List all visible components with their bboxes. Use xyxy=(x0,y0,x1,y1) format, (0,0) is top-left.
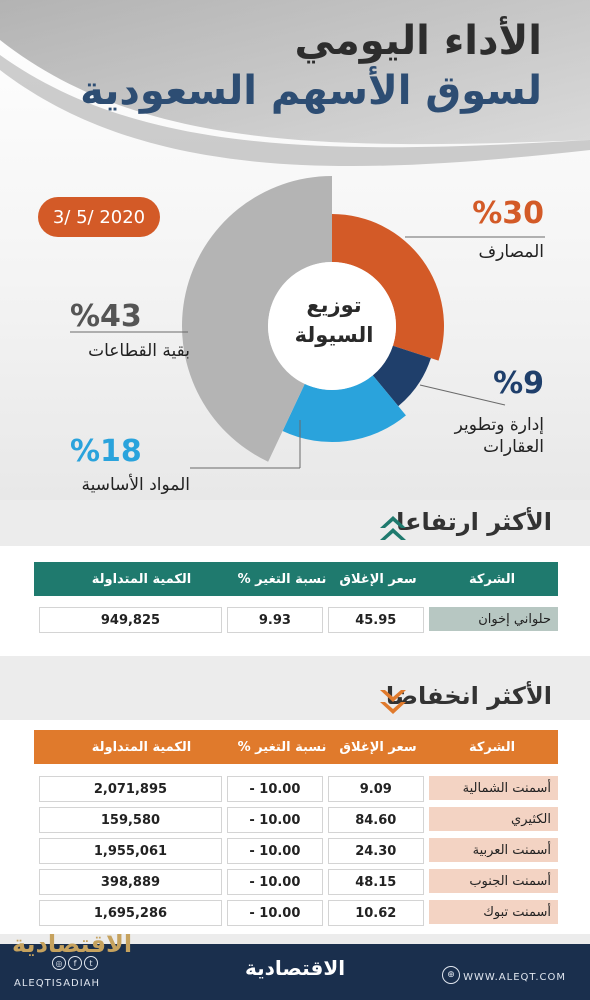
col-volume: الكمية المتداولة xyxy=(91,739,192,755)
cell-change-pct: - 10.00 xyxy=(226,776,323,802)
cell-volume: 2,071,895 xyxy=(39,776,222,802)
cell-change-pct: 9.93 xyxy=(226,607,323,633)
donut-title: توزيع السيولة xyxy=(274,290,394,350)
table-row: الكثيري 84.60- 10.00 159,580 xyxy=(34,807,558,833)
cell-volume: 1,695,286 xyxy=(39,900,222,926)
slice-value-banks: %30 xyxy=(472,196,544,231)
facebook-icon[interactable]: f xyxy=(68,956,82,970)
slice-label-realestate-line2: العقارات xyxy=(483,437,544,457)
slice-label-realestate: إدارة وتطوير العقارات xyxy=(455,414,544,458)
table-row: أسمنت تبوك 10.62- 10.00 1,695,286 xyxy=(34,900,558,926)
slice-value-materials: %18 xyxy=(70,434,142,469)
cell-close-price: 24.30 xyxy=(327,838,424,864)
col-change: نسبة التغير % xyxy=(237,571,327,587)
donut-title-line1: توزيع xyxy=(306,293,362,317)
donut-slice-realestate xyxy=(372,345,431,407)
table-row: أسمنت الجنوب 48.15- 10.00 398,889 xyxy=(34,869,558,895)
double-chevron-down-icon xyxy=(380,690,406,714)
donut-slice-others xyxy=(181,176,332,462)
col-company: الشركة xyxy=(468,571,516,587)
globe-icon: ⊕ xyxy=(442,966,460,984)
header-swoosh xyxy=(0,0,590,167)
cell-company: الكثيري xyxy=(428,807,558,831)
table-row: أسمنت العربية 24.30- 10.00 1,955,061 xyxy=(34,838,558,864)
col-company: الشركة xyxy=(468,739,516,755)
losers-table-header: الشركة سعر الإغلاق نسبة التغير % الكمية … xyxy=(34,730,558,764)
date-badge: 3/ 5/ 2020 xyxy=(38,197,160,237)
donut-slice-materials xyxy=(282,375,406,442)
losers-title: الأكثر انخفاضا xyxy=(385,682,552,710)
double-chevron-up-icon xyxy=(380,516,406,540)
cell-change-pct: - 10.00 xyxy=(226,900,323,926)
cell-company: حلواني إخوان xyxy=(428,607,558,631)
watermark-logo: الاقتصادية xyxy=(12,930,133,958)
col-close: سعر الإغلاق xyxy=(339,571,417,587)
leader-line-realestate xyxy=(419,384,506,406)
donut-slice-banks xyxy=(332,214,444,361)
website-link[interactable]: WWW.ALEQT.COM xyxy=(463,972,566,983)
instagram-icon[interactable]: ◎ xyxy=(52,956,66,970)
cell-close-price: 48.15 xyxy=(327,869,424,895)
cell-change-pct: - 10.00 xyxy=(226,807,323,833)
slice-label-others: بقية القطاعات xyxy=(88,341,190,361)
donut-title-line2: السيولة xyxy=(294,323,374,347)
footer: الاقتصادية ◎ f t ALEQTISADIAH الاقتصادية… xyxy=(0,930,590,1000)
table-row: حلواني إخوان 45.95 9.93 949,825 xyxy=(34,607,558,633)
gainers-title: الأكثر ارتفاعا xyxy=(396,508,552,536)
cell-volume: 398,889 xyxy=(39,869,222,895)
cell-close-price: 10.62 xyxy=(327,900,424,926)
table-row: أسمنت الشمالية 9.09- 10.00 2,071,895 xyxy=(34,776,558,802)
col-close: سعر الإغلاق xyxy=(339,739,417,755)
cell-close-price: 9.09 xyxy=(327,776,424,802)
cell-company: أسمنت العربية xyxy=(428,838,558,862)
footer-logo: الاقتصادية xyxy=(245,956,346,980)
page-title: الأداء اليومي xyxy=(294,18,542,64)
donut-center xyxy=(268,262,396,390)
cell-volume: 1,955,061 xyxy=(39,838,222,864)
twitter-icon[interactable]: t xyxy=(84,956,98,970)
slice-value-others: %43 xyxy=(70,299,142,334)
cell-company: أسمنت الشمالية xyxy=(428,776,558,800)
cell-company: أسمنت تبوك xyxy=(428,900,558,924)
liquidity-donut-chart xyxy=(70,176,545,469)
social-handle[interactable]: ALEQTISADIAH xyxy=(14,978,101,989)
gainers-table-header: الشركة سعر الإغلاق نسبة التغير % الكمية … xyxy=(34,562,558,596)
slice-label-realestate-line1: إدارة وتطوير xyxy=(454,415,544,435)
col-change: نسبة التغير % xyxy=(237,739,327,755)
cell-close-price: 84.60 xyxy=(327,807,424,833)
cell-volume: 159,580 xyxy=(39,807,222,833)
slice-label-banks: المصارف xyxy=(478,242,545,262)
cell-change-pct: - 10.00 xyxy=(226,869,323,895)
cell-close-price: 45.95 xyxy=(327,607,424,633)
slice-value-realestate: %9 xyxy=(493,366,544,401)
cell-change-pct: - 10.00 xyxy=(226,838,323,864)
col-volume: الكمية المتداولة xyxy=(91,571,192,587)
page-subtitle: لسوق الأسهم السعودية xyxy=(80,68,542,114)
slice-label-materials: المواد الأساسية xyxy=(81,475,190,495)
cell-company: أسمنت الجنوب xyxy=(428,869,558,893)
cell-volume: 949,825 xyxy=(39,607,222,633)
